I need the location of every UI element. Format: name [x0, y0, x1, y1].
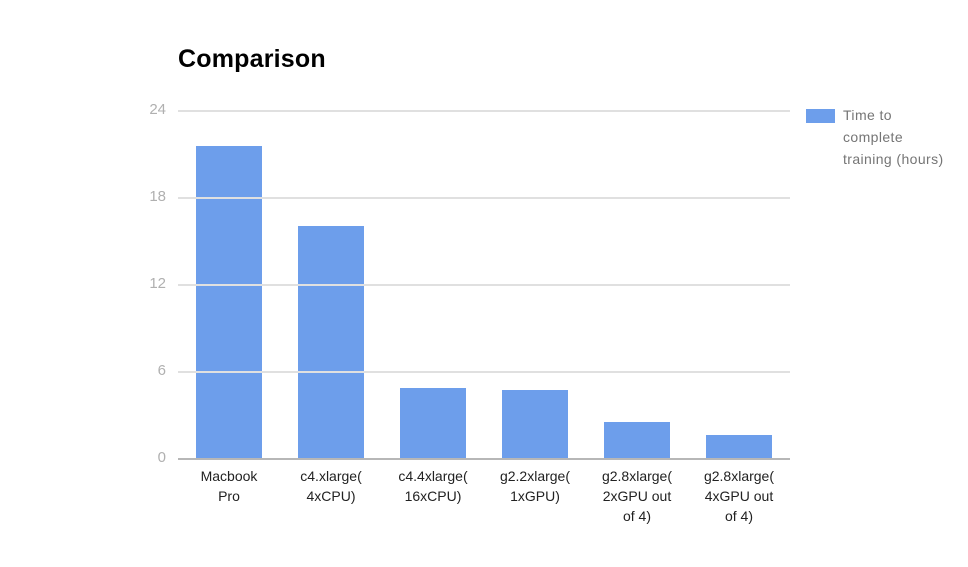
plot-area [178, 110, 790, 460]
bar [604, 421, 670, 458]
bar-slot [382, 110, 484, 458]
legend-swatch [806, 109, 835, 123]
bar-slot [688, 110, 790, 458]
x-axis: Macbook Pro c4.xlarge( 4xCPU) c4.4xlarge( … [178, 466, 790, 526]
y-axis-tick-label: 18 [149, 188, 166, 205]
y-axis-tick-label: 24 [149, 101, 166, 118]
bar-slot [586, 110, 688, 458]
x-label-slot: c4.xlarge( 4xCPU) [280, 466, 382, 526]
bar [298, 226, 364, 458]
bar-slot [280, 110, 382, 458]
bar [400, 388, 466, 458]
y-axis-tick-label: 6 [157, 362, 166, 379]
gridline [178, 110, 790, 112]
chart-title: Comparison [178, 45, 326, 73]
x-axis-category-label: g2.8xlarge( 4xGPU out of 4) [703, 468, 775, 524]
x-label-slot: g2.8xlarge( 4xGPU out of 4) [688, 466, 790, 526]
x-label-slot: c4.4xlarge( 16xCPU) [382, 466, 484, 526]
bar [502, 389, 568, 458]
x-label-slot: g2.8xlarge( 2xGPU out of 4) [586, 466, 688, 526]
legend: Time to complete training (hours) [806, 104, 951, 170]
x-axis-category-label: g2.8xlarge( 2xGPU out of 4) [601, 468, 673, 524]
bar-slot [484, 110, 586, 458]
y-axis-tick-label: 12 [149, 275, 166, 292]
x-label-slot: g2.2xlarge( 1xGPU) [484, 466, 586, 526]
x-axis-category-label: c4.xlarge( 4xCPU) [300, 468, 362, 504]
x-axis-category-label: c4.4xlarge( 16xCPU) [398, 468, 468, 504]
x-axis-category-label: g2.2xlarge( 1xGPU) [499, 468, 571, 504]
legend-label: Time to complete training (hours) [843, 107, 944, 167]
bar [196, 146, 262, 458]
gridline [178, 284, 790, 286]
x-label-slot: Macbook Pro [178, 466, 280, 526]
bar [706, 434, 772, 458]
gridline [178, 371, 790, 373]
y-axis-tick-label: 0 [157, 449, 166, 466]
x-axis-category-label: Macbook Pro [200, 468, 258, 504]
gridline [178, 197, 790, 199]
